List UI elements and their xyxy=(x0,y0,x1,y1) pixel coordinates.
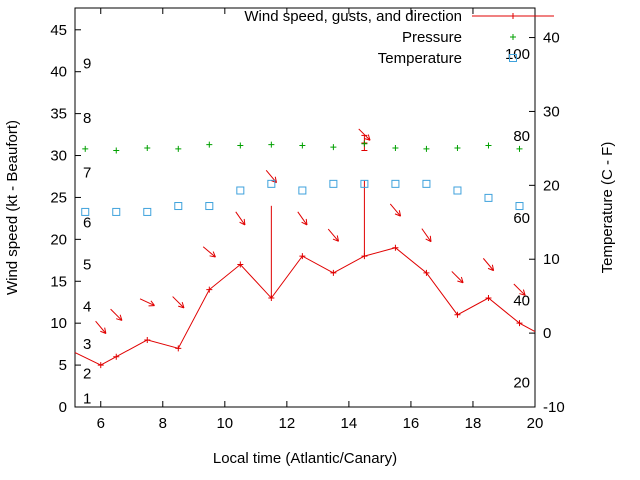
beaufort-scale-label: 2 xyxy=(83,365,91,382)
beaufort-scale-label: 7 xyxy=(83,164,91,181)
wind-direction-arrows xyxy=(95,128,526,334)
beaufort-scale-label: 3 xyxy=(83,336,91,353)
temperature-series xyxy=(81,179,524,216)
fahrenheit-scale-label: 80 xyxy=(513,128,530,145)
fahrenheit-scale-label: 40 xyxy=(513,293,530,310)
y-left-tick-label: 5 xyxy=(59,357,67,374)
legend-label: Temperature xyxy=(378,50,462,67)
y-left-tick-label: 35 xyxy=(50,106,67,123)
wind-speed-series xyxy=(74,244,536,369)
axis-ticks xyxy=(75,8,536,408)
x-tick-label: 6 xyxy=(97,415,105,432)
plot-border xyxy=(74,7,536,408)
x-tick-label: 18 xyxy=(465,415,482,432)
beaufort-scale-label: 8 xyxy=(83,110,91,127)
y-right-tick-label: -10 xyxy=(543,399,565,416)
fahrenheit-scale-label: 60 xyxy=(513,210,530,227)
legend-sample-temperature xyxy=(509,54,517,62)
beaufort-scale-label: 4 xyxy=(83,298,91,315)
y-left-tick-label: 20 xyxy=(50,231,67,248)
y-right-tick-label: 10 xyxy=(543,251,560,268)
y-left-tick-label: 30 xyxy=(50,148,67,165)
legend: Wind speed, gusts, and direction Pressure… xyxy=(244,8,554,67)
legend-label: Pressure xyxy=(402,29,462,46)
pressure-series xyxy=(82,140,523,154)
beaufort-scale-label: 1 xyxy=(83,391,91,408)
y-right-tick-label: 0 xyxy=(543,325,551,342)
x-tick-label: 20 xyxy=(527,415,544,432)
y-left-tick-label: 15 xyxy=(50,273,67,290)
y-left-tick-label: 25 xyxy=(50,189,67,206)
x-tick-label: 8 xyxy=(159,415,167,432)
beaufort-scale-label: 9 xyxy=(83,55,91,72)
x-tick-label: 12 xyxy=(279,415,296,432)
legend-sample-pressure xyxy=(510,34,516,40)
beaufort-scale-label: 5 xyxy=(83,257,91,274)
y-left-tick-label: 40 xyxy=(50,64,67,81)
beaufort-scale-label: 6 xyxy=(83,215,91,232)
legend-sample-wind xyxy=(472,13,554,19)
x-tick-label: 16 xyxy=(403,415,420,432)
y-left-tick-label: 45 xyxy=(50,22,67,39)
fahrenheit-scale-label: 100 xyxy=(505,46,530,63)
legend-label: Wind speed, gusts, and direction xyxy=(244,8,462,25)
fahrenheit-scale-label: 20 xyxy=(513,375,530,392)
axis-tick-labels: 6 8 10 12 14 16 18 20051015202530354045-1001020… xyxy=(4,22,616,467)
y-left-tick-label: 0 xyxy=(59,399,67,416)
y-left-tick-label: 10 xyxy=(50,315,67,332)
right-axis-title: Temperature (C - F) xyxy=(599,142,616,274)
left-axis-title: Wind speed (kt - Beaufort) xyxy=(4,120,21,295)
gust-bars xyxy=(270,134,368,299)
y-right-tick-label: 40 xyxy=(543,30,560,47)
y-right-tick-label: 30 xyxy=(543,103,560,120)
y-right-tick-label: 20 xyxy=(543,177,560,194)
x-tick-label: 10 xyxy=(216,415,233,432)
x-axis-title: Local time (Atlantic/Canary) xyxy=(213,450,397,467)
x-tick-label: 14 xyxy=(341,415,358,432)
